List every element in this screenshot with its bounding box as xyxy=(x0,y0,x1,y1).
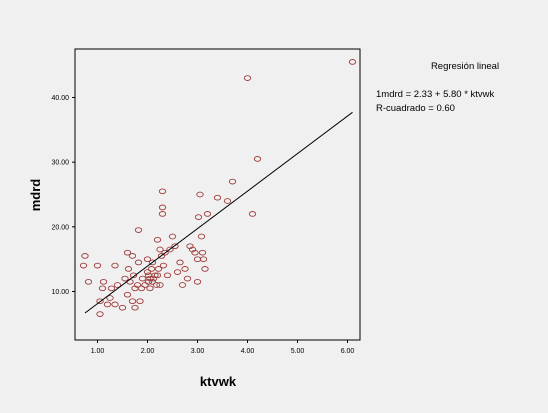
data-point xyxy=(93,262,102,269)
data-point xyxy=(203,211,212,217)
data-point xyxy=(143,256,152,263)
data-point xyxy=(181,266,189,272)
data-point xyxy=(171,243,179,250)
data-point xyxy=(156,282,164,288)
data-point xyxy=(159,262,168,269)
data-point xyxy=(111,301,119,308)
data-point xyxy=(123,249,132,256)
y-tick-label: 20.00 xyxy=(51,224,69,231)
data-point xyxy=(152,282,161,288)
regression-line xyxy=(84,111,353,314)
legend-title: Regresión lineal xyxy=(431,61,499,72)
data-point xyxy=(248,211,257,217)
data-point xyxy=(348,59,357,65)
x-tick-label: 1.00 xyxy=(91,348,105,355)
data-point xyxy=(111,262,119,269)
legend-r-squared: R-cuadrado = 0.60 xyxy=(376,103,455,114)
data-point xyxy=(163,272,172,279)
data-point xyxy=(191,249,199,256)
data-point xyxy=(96,298,104,305)
data-point xyxy=(161,249,169,256)
y-tick-label: 30.00 xyxy=(51,160,69,167)
data-point xyxy=(158,204,167,211)
data-point xyxy=(166,246,174,253)
x-tick-label: 6.00 xyxy=(341,348,355,355)
x-tick-label: 5.00 xyxy=(291,348,305,355)
data-point xyxy=(188,246,197,253)
data-point xyxy=(196,191,204,198)
data-point xyxy=(197,233,206,240)
data-point xyxy=(136,298,144,305)
data-point xyxy=(96,311,104,317)
data-point xyxy=(129,272,138,279)
data-point xyxy=(84,278,93,285)
data-point xyxy=(183,275,192,282)
data-point xyxy=(128,298,137,305)
data-point xyxy=(113,282,122,288)
data-point xyxy=(213,194,222,201)
data-point xyxy=(198,249,207,256)
data-point xyxy=(143,269,152,275)
data-point xyxy=(173,269,182,275)
data-point xyxy=(186,243,194,250)
data-point xyxy=(154,266,163,272)
data-point xyxy=(123,291,132,298)
data-point xyxy=(199,256,208,263)
data-point xyxy=(103,301,112,308)
data-point xyxy=(98,285,107,292)
y-axis-title: mdrd xyxy=(28,179,43,212)
data-point xyxy=(124,266,133,272)
data-point xyxy=(223,198,232,204)
data-point xyxy=(121,275,129,282)
data-point xyxy=(158,211,167,217)
data-point xyxy=(107,285,116,292)
data-point xyxy=(194,214,203,220)
y-tick-label: 40.00 xyxy=(51,95,69,102)
data-point xyxy=(253,156,262,162)
data-point xyxy=(176,259,184,266)
data-point xyxy=(158,188,167,195)
points-layer xyxy=(79,59,357,317)
data-point xyxy=(99,278,108,285)
data-point xyxy=(146,275,154,282)
y-ticks: 10.00 20.00 30.00 40.00 xyxy=(51,95,75,296)
data-point xyxy=(79,262,88,269)
data-point xyxy=(147,266,156,272)
data-point xyxy=(138,275,147,282)
x-tick-label: 2.00 xyxy=(141,348,155,355)
data-point xyxy=(131,304,139,311)
y-tick-label: 10.00 xyxy=(51,289,69,296)
data-point xyxy=(151,272,159,279)
data-point xyxy=(144,278,153,285)
data-point xyxy=(168,233,177,240)
x-axis-title: ktvwk xyxy=(200,374,237,389)
data-point xyxy=(156,246,164,253)
data-point xyxy=(148,278,157,285)
data-point xyxy=(201,266,209,272)
data-point xyxy=(106,295,114,301)
data-point xyxy=(146,285,154,292)
x-tick-label: 3.00 xyxy=(191,348,205,355)
x-tick-label: 4.00 xyxy=(241,348,255,355)
data-point xyxy=(178,282,187,288)
data-point xyxy=(153,236,162,243)
data-point xyxy=(128,253,137,259)
data-point xyxy=(193,278,202,285)
data-point xyxy=(228,178,237,185)
data-point xyxy=(148,259,157,266)
legend-equation: 1mdrd = 2.33 + 5.80 * ktvwk xyxy=(376,89,495,100)
data-point xyxy=(149,275,158,282)
data-point xyxy=(134,259,143,266)
data-point xyxy=(134,227,143,233)
plot-area xyxy=(74,48,361,341)
x-ticks: 1.00 2.00 3.00 4.00 5.00 6.00 xyxy=(91,340,355,355)
data-point xyxy=(153,272,162,279)
data-point xyxy=(81,253,89,259)
data-point xyxy=(118,304,127,311)
data-point xyxy=(243,75,252,81)
data-point xyxy=(133,282,142,288)
